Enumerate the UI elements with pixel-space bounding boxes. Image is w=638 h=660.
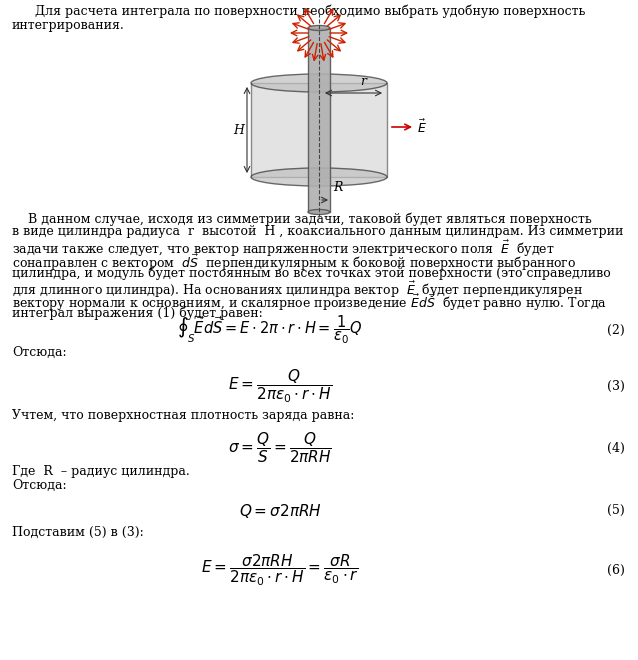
Text: В данном случае, исходя из симметрии задачи, таковой будет являться поверхность: В данном случае, исходя из симметрии зад… bbox=[12, 212, 592, 226]
Text: $\vec{E}$: $\vec{E}$ bbox=[417, 118, 427, 136]
Text: $Q = \sigma 2\pi RH$: $Q = \sigma 2\pi RH$ bbox=[239, 502, 322, 519]
Ellipse shape bbox=[251, 74, 387, 92]
Ellipse shape bbox=[308, 26, 330, 30]
Text: r: r bbox=[360, 75, 366, 88]
Text: $E = \dfrac{Q}{2\pi\varepsilon_0 \cdot r \cdot H}$: $E = \dfrac{Q}{2\pi\varepsilon_0 \cdot r… bbox=[228, 367, 332, 405]
Text: интегрирования.: интегрирования. bbox=[12, 18, 125, 32]
Bar bbox=[308, 28, 330, 212]
Text: Для расчета интеграла по поверхности необходимо выбрать удобную поверхность: Для расчета интеграла по поверхности нео… bbox=[35, 5, 586, 18]
Text: цилиндра, и модуль будет постоянным во всех точках этой поверхности (это справед: цилиндра, и модуль будет постоянным во в… bbox=[12, 266, 611, 279]
Text: H: H bbox=[233, 123, 244, 137]
Ellipse shape bbox=[251, 168, 387, 186]
Text: Отсюда:: Отсюда: bbox=[12, 479, 66, 492]
Text: задачи также следует, что вектор напряженности электрического поля  $\vec{E}$  б: задачи также следует, что вектор напряже… bbox=[12, 239, 554, 259]
Text: $\sigma = \dfrac{Q}{S} = \dfrac{Q}{2\pi RH}$: $\sigma = \dfrac{Q}{S} = \dfrac{Q}{2\pi … bbox=[228, 430, 332, 465]
Text: R: R bbox=[333, 181, 343, 194]
Text: в виде цилиндра радиуса  r  высотой  H , коаксиального данным цилиндрам. Из симм: в виде цилиндра радиуса r высотой H , ко… bbox=[12, 226, 623, 238]
Text: (4): (4) bbox=[607, 442, 625, 455]
Text: интеграл выражения (1) будет равен:: интеграл выражения (1) будет равен: bbox=[12, 306, 263, 320]
Text: $E = \dfrac{\sigma 2\pi RH}{2\pi\varepsilon_0 \cdot r \cdot H} = \dfrac{\sigma R: $E = \dfrac{\sigma 2\pi RH}{2\pi\varepsi… bbox=[201, 553, 359, 588]
Bar bbox=[251, 83, 387, 177]
Text: Где  R  – радиус цилиндра.: Где R – радиус цилиндра. bbox=[12, 465, 189, 478]
Ellipse shape bbox=[308, 209, 330, 214]
Text: (5): (5) bbox=[607, 504, 625, 517]
Text: Учтем, что поверхностная плотность заряда равна:: Учтем, что поверхностная плотность заряд… bbox=[12, 409, 354, 422]
Text: Отсюда:: Отсюда: bbox=[12, 345, 66, 358]
Text: вектору нормали к основаниям, и скалярное произведение $\vec{E}d\vec{S}$  будет : вектору нормали к основаниям, и скалярно… bbox=[12, 293, 607, 314]
Text: $\oint_S \vec{E}d\vec{S} = E \cdot 2\pi \cdot r \cdot H = \dfrac{1}{\varepsilon_: $\oint_S \vec{E}d\vec{S} = E \cdot 2\pi … bbox=[177, 314, 363, 346]
Text: Подставим (5) в (3):: Подставим (5) в (3): bbox=[12, 526, 144, 539]
Text: (6): (6) bbox=[607, 564, 625, 577]
Text: для длинного цилиндра). На основаниях цилиндра вектор  $\vec{E}$  будет перпенди: для длинного цилиндра). На основаниях ци… bbox=[12, 279, 583, 300]
Text: сонаправлен с вектором  $d\vec{S}$  перпендикулярным к боковой поверхности выбра: сонаправлен с вектором $d\vec{S}$ перпен… bbox=[12, 253, 576, 273]
Text: (2): (2) bbox=[607, 323, 625, 337]
Text: (3): (3) bbox=[607, 379, 625, 393]
